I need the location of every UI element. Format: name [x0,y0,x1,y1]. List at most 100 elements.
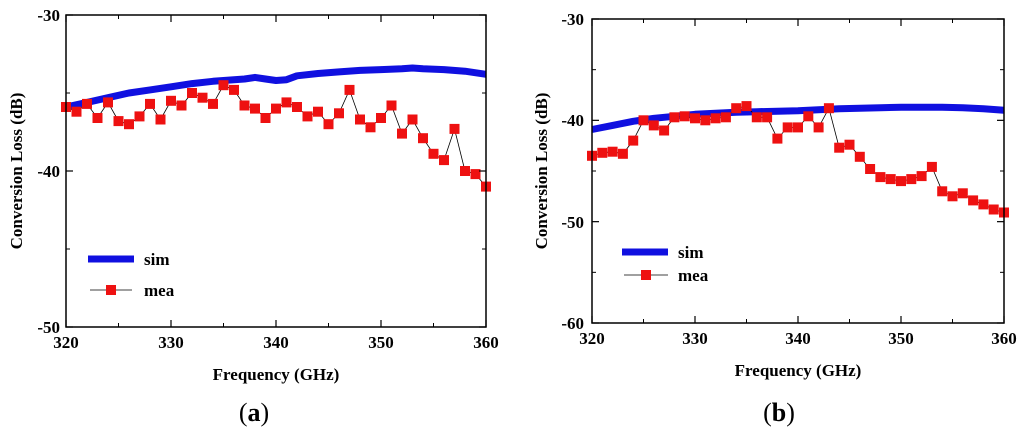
data-point-mea [906,174,917,185]
data-point-mea [638,115,649,126]
x-tick-label: 330 [682,329,708,348]
legend-mea-marker [106,285,116,295]
x-tick-label: 350 [368,333,394,352]
data-point-mea [386,100,397,111]
data-point-mea [926,161,937,172]
data-point-mea [834,142,845,153]
data-point-mea [302,111,313,122]
data-point-mea [197,92,208,103]
data-point-mea [690,113,700,124]
data-point-mea [428,148,439,159]
data-point-mea [407,114,418,125]
data-point-mea [617,148,628,159]
data-point-mea [208,98,218,109]
y-tick-label: -60 [561,314,584,333]
data-point-mea [720,112,731,123]
data-point-mea [772,133,783,144]
data-point-mea [229,84,239,95]
y-tick-label: -30 [37,6,60,25]
data-point-mea [731,103,742,114]
data-point-mea [957,188,968,199]
data-point-mea [103,97,113,108]
data-point-mea [218,80,229,91]
data-point-mea [92,113,103,123]
data-point-mea [978,199,989,210]
data-point-mea [260,113,271,123]
data-point-mea [113,116,124,127]
data-point-mea [823,103,834,114]
data-point-mea [187,88,197,98]
x-tick-label: 330 [158,333,184,352]
legend-mea-label: mea [678,266,709,285]
data-point-mea [793,122,803,133]
x-tick-label: 360 [991,329,1017,348]
data-point-mea [134,111,145,122]
data-point-mea [762,112,773,123]
data-point-mea [875,172,886,183]
chart-panel-a: -30 -40 -50 320 330 340 350 360 Frequenc… [7,6,499,427]
data-point-mea [844,139,855,150]
data-point-mea [418,133,428,144]
data-point-mea [782,122,793,133]
data-point-mea [176,100,187,111]
data-point-mea [947,191,958,202]
data-point-mea [271,103,281,114]
legend-mea-marker [641,270,651,280]
data-point-mea [896,176,906,187]
data-point-mea [988,204,999,215]
x-tick-label: 340 [263,333,289,352]
data-point-mea [250,103,260,114]
data-point-mea [470,169,481,180]
plot-frame [591,18,1005,324]
data-point-mea [803,111,814,122]
data-point-mea [710,113,721,124]
data-point-mea [628,135,639,146]
y-tick-label: -50 [37,318,60,337]
data-point-mea [968,195,979,206]
data-point-mea [334,108,344,119]
data-point-mea [597,147,608,158]
data-point-mea [700,115,711,126]
panel-letter-b: b [772,398,786,427]
legend-mea-label: mea [144,281,175,300]
data-point-mea [607,146,618,157]
data-point-mea [376,113,386,123]
x-tick-label: 340 [785,329,811,348]
data-point-mea [313,106,323,117]
data-point-mea [166,95,176,106]
data-point-mea [813,122,824,133]
y-tick-label: -50 [561,213,584,232]
data-point-mea [669,112,680,123]
data-point-mea [365,122,376,133]
data-point-mea [916,171,927,182]
data-point-mea [885,174,896,185]
data-point-mea [71,106,82,117]
x-tick-label: 320 [53,333,79,352]
data-point-mea [679,111,690,122]
y-tick-label: -40 [37,162,60,181]
data-point-mea [145,98,155,109]
y-tick-label: -40 [561,111,584,130]
y-axis-label: Conversion Loss (dB) [532,93,551,250]
x-axis-label: Frequency (GHz) [735,361,862,380]
x-tick-label: 320 [579,329,605,348]
legend-sim-label: sim [144,250,170,269]
data-point-mea [648,120,659,131]
panel-label-a: (a) [239,398,269,427]
data-point-mea [865,164,876,174]
y-axis-label: Conversion Loss (dB) [7,93,26,250]
data-point-mea [124,119,134,130]
data-point-mea [281,97,292,108]
data-point-mea [460,166,470,176]
panel-letter-a: a [248,398,261,427]
chart-panel-b: -30 -40 -50 -60 320 330 340 350 360 Freq… [532,10,1017,427]
x-axis-label: Frequency (GHz) [213,365,340,384]
data-point-mea [355,114,365,125]
data-point-mea [439,155,449,166]
x-tick-label: 350 [888,329,914,348]
data-point-mea [449,123,460,134]
data-point-mea [741,101,752,112]
series-line-sim [65,64,487,111]
panel-label-b: (b) [763,398,795,427]
